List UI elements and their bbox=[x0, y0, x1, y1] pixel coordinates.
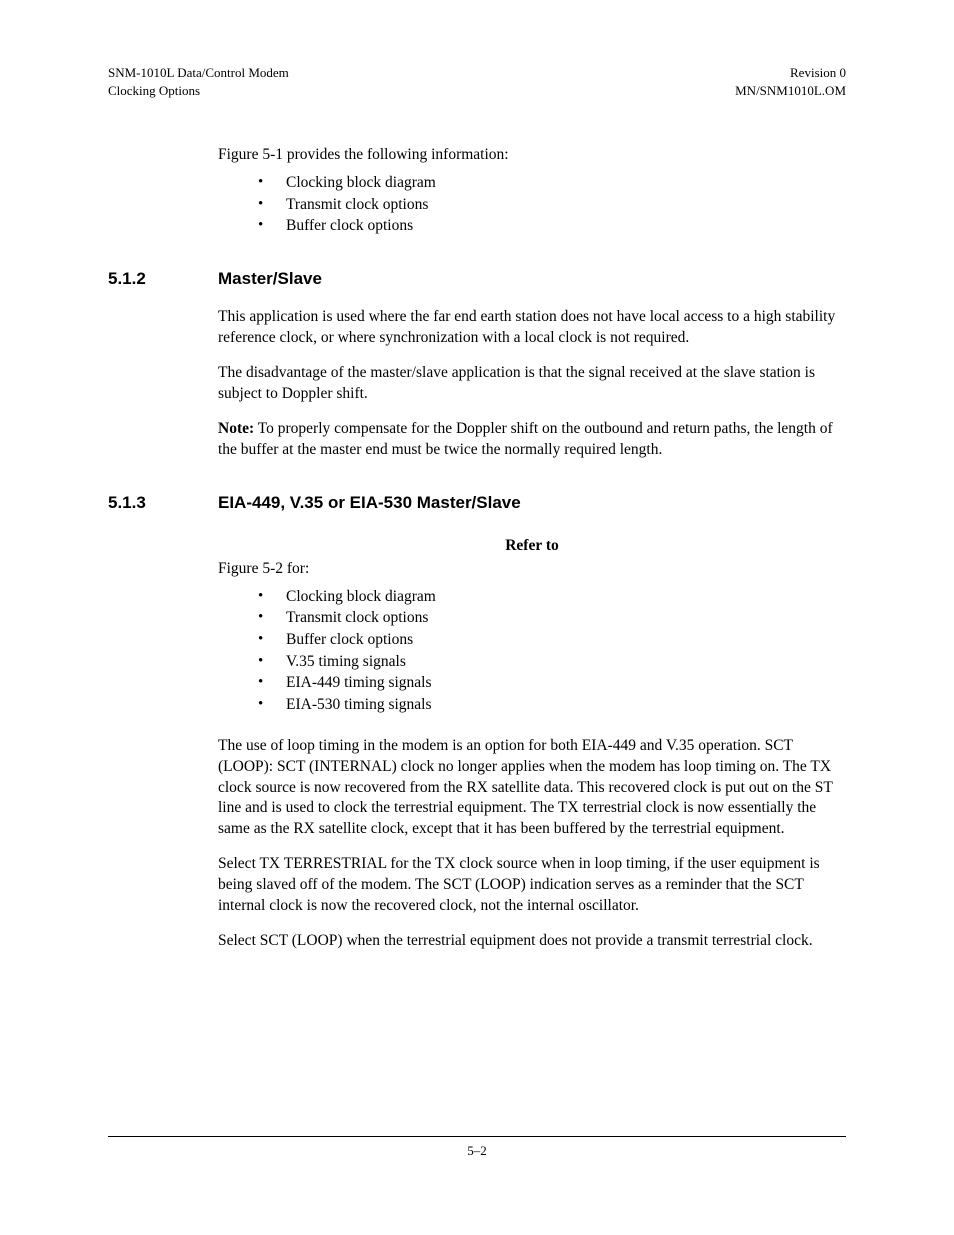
note-text: To properly compensate for the Doppler s… bbox=[218, 420, 833, 458]
header-right: Revision 0 MN/SNM1010L.OM bbox=[735, 64, 846, 99]
list-item: Clocking block diagram bbox=[258, 172, 846, 194]
note-label: Note: bbox=[218, 420, 254, 437]
refer-to-label: Refer to bbox=[218, 537, 846, 555]
body-paragraph: This application is used where the far e… bbox=[218, 307, 846, 349]
list-item: Transmit clock options bbox=[258, 194, 846, 216]
list-item: Buffer clock options bbox=[258, 629, 846, 651]
section-title: EIA-449, V.35 or EIA-530 Master/Slave bbox=[218, 493, 846, 513]
note-paragraph: Note: To properly compensate for the Dop… bbox=[218, 419, 846, 461]
page-header: SNM-1010L Data/Control Modem Clocking Op… bbox=[108, 64, 846, 99]
header-section-name: Clocking Options bbox=[108, 82, 289, 100]
intro-paragraph: Figure 5-1 provides the following inform… bbox=[218, 145, 846, 166]
list-item: Buffer clock options bbox=[258, 215, 846, 237]
body-paragraph: Select TX TERRESTRIAL for the TX clock s… bbox=[218, 854, 846, 917]
footer-divider bbox=[108, 1136, 846, 1137]
list-item: Clocking block diagram bbox=[258, 586, 846, 608]
section-title: Master/Slave bbox=[218, 269, 846, 289]
figure-reference: Figure 5-2 for: bbox=[218, 559, 846, 580]
section-513-bullet-list: Clocking block diagram Transmit clock op… bbox=[258, 586, 846, 716]
list-item: Transmit clock options bbox=[258, 607, 846, 629]
intro-bullet-list: Clocking block diagram Transmit clock op… bbox=[258, 172, 846, 237]
header-product-name: SNM-1010L Data/Control Modem bbox=[108, 64, 289, 82]
header-left: SNM-1010L Data/Control Modem Clocking Op… bbox=[108, 64, 289, 99]
list-item: V.35 timing signals bbox=[258, 651, 846, 673]
body-paragraph: The disadvantage of the master/slave app… bbox=[218, 363, 846, 405]
page-footer: 5–2 bbox=[108, 1136, 846, 1159]
section-heading-512: 5.1.2 Master/Slave bbox=[108, 269, 846, 289]
page-number: 5–2 bbox=[108, 1143, 846, 1159]
list-item: EIA-449 timing signals bbox=[258, 672, 846, 694]
section-number: 5.1.3 bbox=[108, 493, 218, 513]
section-number: 5.1.2 bbox=[108, 269, 218, 289]
body-paragraph: Select SCT (LOOP) when the terrestrial e… bbox=[218, 931, 846, 952]
header-doc-id: MN/SNM1010L.OM bbox=[735, 82, 846, 100]
header-revision: Revision 0 bbox=[735, 64, 846, 82]
section-heading-513: 5.1.3 EIA-449, V.35 or EIA-530 Master/Sl… bbox=[108, 493, 846, 513]
body-paragraph: The use of loop timing in the modem is a… bbox=[218, 736, 846, 841]
list-item: EIA-530 timing signals bbox=[258, 694, 846, 716]
